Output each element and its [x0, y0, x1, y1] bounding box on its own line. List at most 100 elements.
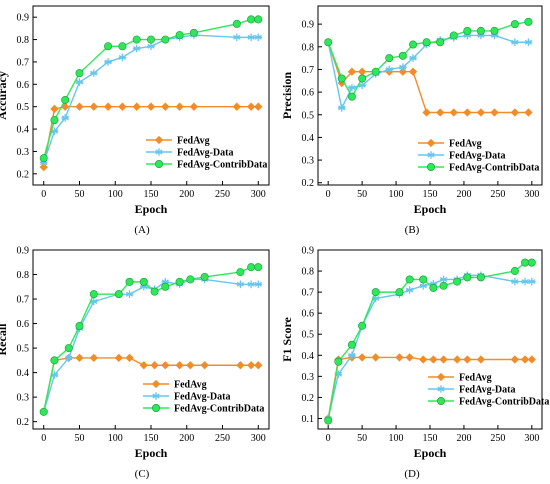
series-line-fedavg-contribdata — [43, 266, 259, 412]
data-point-fedavg-data — [254, 280, 263, 289]
x-tick-label: 50 — [74, 189, 84, 200]
data-point-fedavg-data — [419, 281, 428, 290]
data-point-fedavg-contribdata — [139, 277, 148, 286]
x-tick-label: 0 — [326, 433, 331, 444]
data-point-fedavg-contribdata — [429, 283, 438, 292]
data-point-fedavg — [463, 108, 472, 117]
data-point-fedavg-contribdata — [175, 277, 184, 286]
series-line-fedavg-data — [43, 278, 259, 413]
data-point-fedavg-data — [132, 44, 141, 53]
series-line-fedavg — [327, 42, 529, 114]
y-tick-label: 0.5 — [302, 330, 315, 341]
y-tick-label: 0.4 — [302, 351, 315, 362]
data-point-fedavg — [398, 67, 408, 76]
data-point-fedavg-data — [75, 78, 84, 86]
data-point-fedavg — [510, 108, 520, 117]
data-point-fedavg-contribdata — [510, 267, 519, 276]
data-point-fedavg-contribdata — [200, 272, 209, 281]
data-point-fedavg-data — [348, 83, 356, 92]
data-point-fedavg-contribdata — [358, 74, 367, 83]
data-point-fedavg — [254, 102, 263, 111]
data-point-fedavg-data — [64, 354, 73, 362]
data-point-fedavg-data — [89, 297, 98, 306]
legend-marker-fedavg-contribdata — [155, 160, 164, 169]
legend-marker-fedavg — [154, 135, 164, 145]
x-tick-label: 300 — [251, 189, 266, 200]
legend-label-fedavg-data: FedAvg-Data — [459, 385, 515, 396]
x-tick-label: 0 — [41, 189, 46, 200]
x-axis-title: Epoch — [135, 446, 168, 460]
data-point-fedavg-data — [254, 33, 263, 42]
x-tick-label: 0 — [41, 433, 46, 444]
panel-label-b: (B) — [405, 224, 420, 236]
y-tick-label: 0.7 — [302, 65, 315, 76]
data-point-fedavg-data — [236, 280, 245, 289]
data-point-fedavg-contribdata — [75, 69, 84, 78]
y-tick-label: 0.9 — [302, 20, 315, 31]
data-point-fedavg-data — [233, 33, 241, 42]
data-point-fedavg-data — [104, 58, 112, 66]
chart-panel-a: (A) 0 50 100 150 200 250 300 0.2 0.3 0.4 0.5 0.6 0.7… — [0, 5, 270, 236]
data-point-fedavg-data — [385, 65, 394, 74]
series-line-fedavg-contribdata — [327, 261, 532, 421]
x-tick-label: 50 — [357, 433, 367, 444]
data-point-fedavg-contribdata — [398, 51, 407, 60]
y-axis-title: Recall — [0, 323, 9, 356]
legend-marker-fedavg-data — [152, 392, 160, 400]
data-point-fedavg — [132, 102, 141, 111]
x-tick-label: 250 — [215, 189, 230, 200]
data-point-fedavg-contribdata — [254, 263, 263, 272]
data-point-fedavg-data — [348, 351, 356, 360]
y-tick-label: 0.9 — [17, 13, 30, 24]
data-point-fedavg — [246, 361, 256, 370]
data-point-fedavg — [405, 353, 414, 362]
data-point-fedavg-contribdata — [405, 275, 414, 284]
x-tick-label: 300 — [524, 189, 539, 200]
data-point-fedavg — [254, 361, 263, 370]
y-tick-label: 0.3 — [17, 147, 30, 158]
data-point-fedavg-contribdata — [104, 42, 113, 51]
data-point-fedavg-contribdata — [125, 277, 134, 286]
x-tick-label: 200 — [456, 189, 471, 200]
data-point-fedavg-contribdata — [324, 416, 333, 425]
y-tick-label: 0.2 — [17, 417, 30, 428]
data-point-fedavg-contribdata — [232, 19, 241, 28]
data-point-fedavg — [357, 67, 367, 76]
data-point-fedavg-contribdata — [436, 38, 445, 47]
y-tick-label: 0.6 — [302, 88, 315, 99]
y-tick-label: 0.4 — [17, 368, 30, 379]
data-point-fedavg-contribdata — [61, 95, 70, 104]
x-tick-label: 100 — [389, 189, 404, 200]
legend-marker-fedavg-data — [427, 151, 435, 159]
data-point-fedavg — [246, 102, 256, 111]
plot-frame — [32, 249, 270, 430]
x-tick-label: 100 — [108, 433, 123, 444]
y-tick-label: 0.7 — [17, 295, 30, 306]
legend-label-fedavg-contribdata: FedAvg-ContribData — [174, 404, 264, 415]
y-tick-label: 0.5 — [302, 110, 315, 121]
legend-label-fedavg-contribdata: FedAvg-ContribData — [177, 160, 267, 171]
data-point-fedavg-contribdata — [371, 67, 380, 76]
series-line-fedavg-data — [327, 274, 532, 419]
legend-label-fedavg: FedAvg — [449, 139, 482, 150]
y-tick-label: 0.8 — [17, 35, 30, 46]
data-point-fedavg-contribdata — [186, 275, 195, 284]
y-axis-title: Accuracy — [0, 71, 9, 120]
data-point-fedavg — [236, 361, 245, 370]
data-point-fedavg-data — [247, 33, 255, 42]
y-tick-label: 0.6 — [302, 309, 315, 320]
legend-marker-fedavg — [426, 138, 436, 148]
data-point-fedavg-contribdata — [150, 287, 159, 296]
data-point-fedavg-contribdata — [337, 74, 346, 83]
data-point-fedavg-contribdata — [422, 38, 431, 47]
data-point-fedavg-contribdata — [490, 26, 499, 35]
y-tick-label: 0.8 — [302, 267, 315, 278]
x-axis-title: Epoch — [414, 202, 447, 216]
data-point-fedavg-contribdata — [334, 357, 343, 366]
data-point-fedavg — [422, 108, 431, 117]
data-point-fedavg-data — [524, 38, 533, 47]
x-axis-title: Epoch — [135, 202, 168, 216]
data-point-fedavg — [429, 355, 438, 364]
data-point-fedavg — [347, 67, 357, 76]
